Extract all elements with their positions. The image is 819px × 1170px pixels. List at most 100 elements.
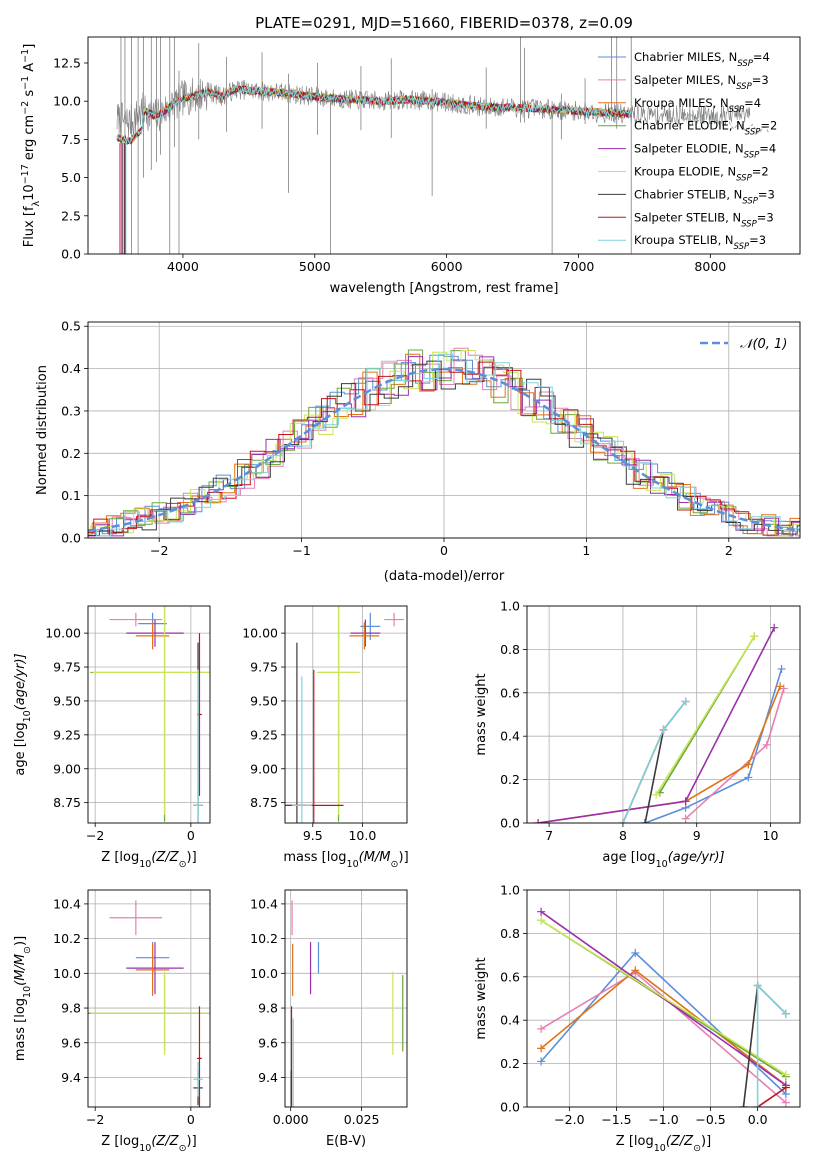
model-spectrum-s_stelib xyxy=(116,85,631,145)
panel-age_vs_mass: 9.5 10.0 8.75 9.00 9.25 9.50 9.75 10.00 mass [lo… xyxy=(242,605,409,870)
marker-s_miles xyxy=(537,1024,546,1033)
plot-area xyxy=(290,900,404,1107)
y-tick-label: 9.50 xyxy=(53,693,81,708)
x-tick-label: 1 xyxy=(582,543,590,558)
histogram-k_elodie xyxy=(88,350,800,537)
y-tick-label: 9.8 xyxy=(258,1001,278,1016)
x-axis-label: mass [log10(M/M⊙)] xyxy=(283,850,408,870)
plot-area xyxy=(90,606,210,823)
x-tick-label: 8 xyxy=(619,828,627,843)
marker-s_miles xyxy=(781,1098,790,1107)
marker-s_miles xyxy=(681,814,690,823)
x-tick-label: 4000 xyxy=(167,259,199,274)
y-tick-label: 10.00 xyxy=(45,626,81,641)
marker-c_stelib xyxy=(641,819,650,823)
x-axis-label: Z [log10(Z/Z⊙)] xyxy=(616,1134,711,1154)
x-axis-label: age [log10(age/yr)] xyxy=(602,850,724,870)
marker-k_stelib xyxy=(681,697,690,706)
y-tick-label: 9.25 xyxy=(250,727,278,742)
y-tick-label: 10.0 xyxy=(53,966,81,981)
y-tick-label: 9.00 xyxy=(250,761,278,776)
panel-weight_vs_Z: −2.0 −1.5 −1.0 −0.5 0.0 0.0 0.2 0.4 0.6 0.8 1.0 Z [… xyxy=(474,883,801,1154)
y-tick-label: 0.2 xyxy=(500,1056,520,1071)
gaussian-curve xyxy=(88,367,800,532)
legend: 𝒩(0, 1) xyxy=(700,337,787,352)
y-tick-label: 0.0 xyxy=(61,531,81,546)
y-tick-label: 9.00 xyxy=(53,761,81,776)
panel-mass_vs_Z: −2 0 9.4 9.6 9.8 10.0 10.2 10.4 Z [log10(Z/Z⊙)] m… xyxy=(13,889,211,1154)
model-spectrum-c_stelib xyxy=(116,85,632,144)
y-tick-label: 9.6 xyxy=(61,1035,81,1050)
y-tick-label: 0.0 xyxy=(500,816,520,831)
y-tick-label: 10.00 xyxy=(242,626,278,641)
marker-k_miles xyxy=(776,682,785,691)
x-tick-label: −2 xyxy=(86,1112,104,1127)
histogram-s_miles xyxy=(88,347,800,537)
histogram-k_stelib xyxy=(88,353,800,537)
marker-k_stelib xyxy=(753,981,762,990)
x-tick-label: 5000 xyxy=(299,259,331,274)
x-tick-label: 7000 xyxy=(563,259,595,274)
x-tick-label: 0 xyxy=(187,1112,195,1127)
model-spectrum-k_stelib xyxy=(116,84,632,145)
marker-k_miles xyxy=(744,760,753,769)
x-tick-label: 6000 xyxy=(431,259,463,274)
y-tick-label: 0.8 xyxy=(500,926,520,941)
plot-area xyxy=(534,623,788,823)
x-tick-label: −2.0 xyxy=(554,1112,584,1127)
x-tick-label: −0.5 xyxy=(695,1112,725,1127)
x-tick-label: 0 xyxy=(440,543,448,558)
y-axis-label: mass weight xyxy=(474,957,489,1039)
y-tick-label: 0.3 xyxy=(61,403,81,418)
legend-entry-k_miles: Kroupa MILES, NSSP=4 xyxy=(634,96,761,115)
marker-c_stelib xyxy=(739,1103,748,1107)
legend-entry-gaussian: 𝒩(0, 1) xyxy=(740,337,787,352)
y-tick-label: 9.4 xyxy=(61,1070,81,1085)
marker-k_stelib xyxy=(618,819,627,823)
plot-area xyxy=(116,37,769,254)
marker-s_elodie xyxy=(534,819,543,823)
x-tick-label: 7 xyxy=(545,828,553,843)
y-tick-label: 0.4 xyxy=(500,729,520,744)
x-tick-label: −1.5 xyxy=(601,1112,631,1127)
axes-frame xyxy=(284,605,408,824)
legend: Chabrier MILES, NSSP=4 Salpeter MILES, NS… xyxy=(598,50,777,252)
legend-entry-k_elodie: Kroupa ELODIE, NSSP=2 xyxy=(634,165,769,184)
y-tick-label: 10.2 xyxy=(53,931,81,946)
y-tick-label: 2.5 xyxy=(61,208,81,223)
marker-c_miles xyxy=(777,664,786,673)
axes-frame xyxy=(87,605,211,824)
y-tick-label: 8.75 xyxy=(53,795,81,810)
legend-entry-k_stelib: Kroupa STELIB, NSSP=3 xyxy=(634,233,766,252)
x-tick-label: 8000 xyxy=(694,259,726,274)
y-tick-label: 7.5 xyxy=(61,132,81,147)
axes-frame xyxy=(526,889,801,1108)
y-tick-label: 12.5 xyxy=(53,55,81,70)
y-tick-label: 10.4 xyxy=(53,896,81,911)
marker-s_miles xyxy=(762,740,771,749)
marker-k_elodie xyxy=(537,916,546,925)
marker-k_stelib xyxy=(659,725,668,734)
x-tick-label: 0.025 xyxy=(344,1112,380,1127)
x-tick-label: 10 xyxy=(763,828,779,843)
x-axis-label: (data-model)/error xyxy=(384,569,505,584)
marker-k_elodie xyxy=(750,632,759,641)
series-k_elodie xyxy=(540,919,787,1076)
x-tick-label: −2 xyxy=(150,543,168,558)
x-tick-label: 0 xyxy=(187,828,195,843)
histogram-s_elodie xyxy=(88,356,800,537)
marker-k_miles xyxy=(631,966,640,975)
legend-entry-c_stelib: Chabrier STELIB, NSSP=3 xyxy=(634,187,775,206)
y-tick-label: 1.0 xyxy=(500,599,520,614)
plot-area xyxy=(285,606,405,823)
y-tick-label: 10.0 xyxy=(250,966,278,981)
y-tick-label: 5.0 xyxy=(61,170,81,185)
y-tick-label: 10.4 xyxy=(250,896,278,911)
marker-k_elodie xyxy=(652,790,661,799)
legend-entry-s_miles: Salpeter MILES, NSSP=3 xyxy=(634,73,769,92)
panel-age_vs_Z: −2 0 8.75 9.00 9.25 9.50 9.75 10.00 Z [log10(Z/Z… xyxy=(13,605,211,870)
axes-frame xyxy=(87,889,211,1108)
marker-s_stelib xyxy=(781,1083,790,1092)
x-tick-label: 9.5 xyxy=(303,828,323,843)
